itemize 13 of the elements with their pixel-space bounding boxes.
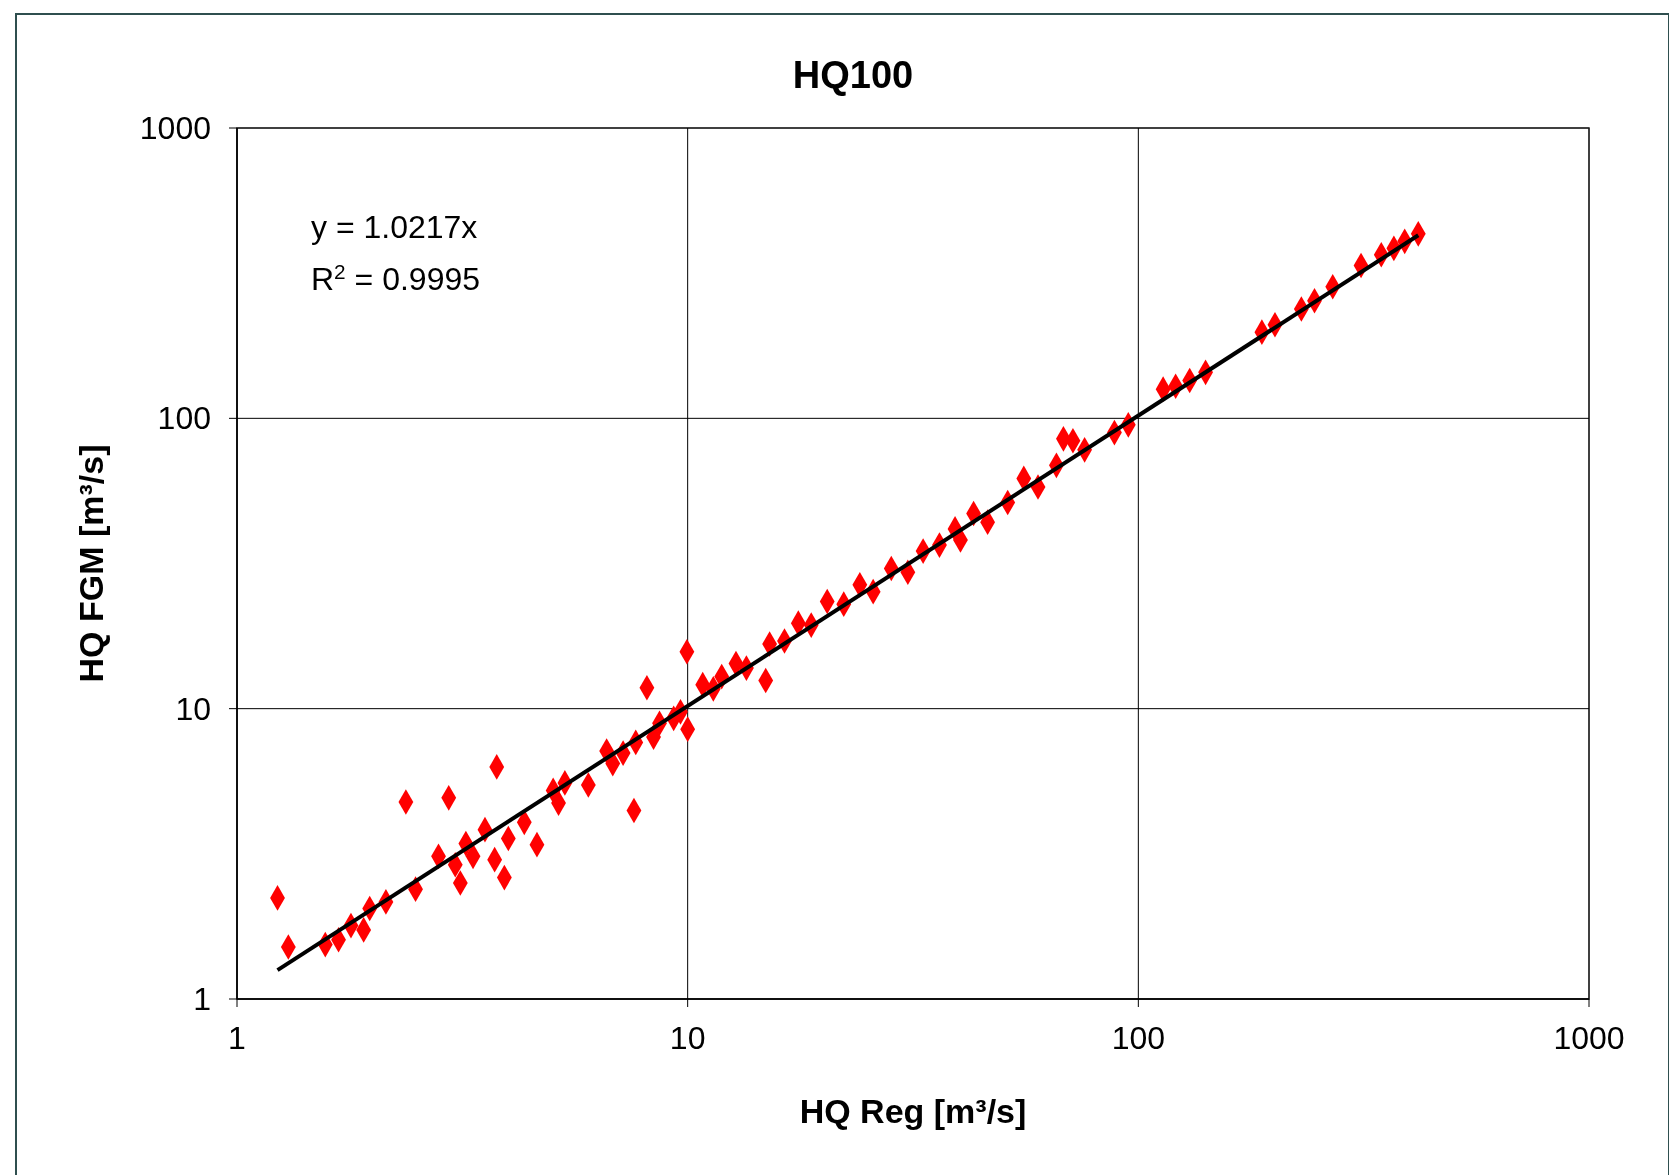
y-tick-label: 100 [157, 400, 211, 437]
annotation: R$^{2}$ = 0.9995 [311, 259, 481, 297]
x-tick-label: 100 [1111, 1020, 1166, 1056]
x-tick-label: 1 [228, 1020, 246, 1056]
chart-title: HQ100 [792, 54, 914, 96]
y-tick-label: 10 [175, 690, 211, 727]
x-tick-label: 10 [669, 1020, 706, 1056]
y-axis-title: HQ FGM [m³/s] [72, 444, 110, 683]
x-axis-title: HQ Reg [m³/s] [799, 1092, 1027, 1130]
x-tick-label: 1000 [1553, 1020, 1625, 1056]
y-tick-label: 1000 [139, 110, 211, 146]
y-tick-label: 1 [193, 981, 211, 1017]
annotation: y = 1.0217x [311, 209, 478, 245]
